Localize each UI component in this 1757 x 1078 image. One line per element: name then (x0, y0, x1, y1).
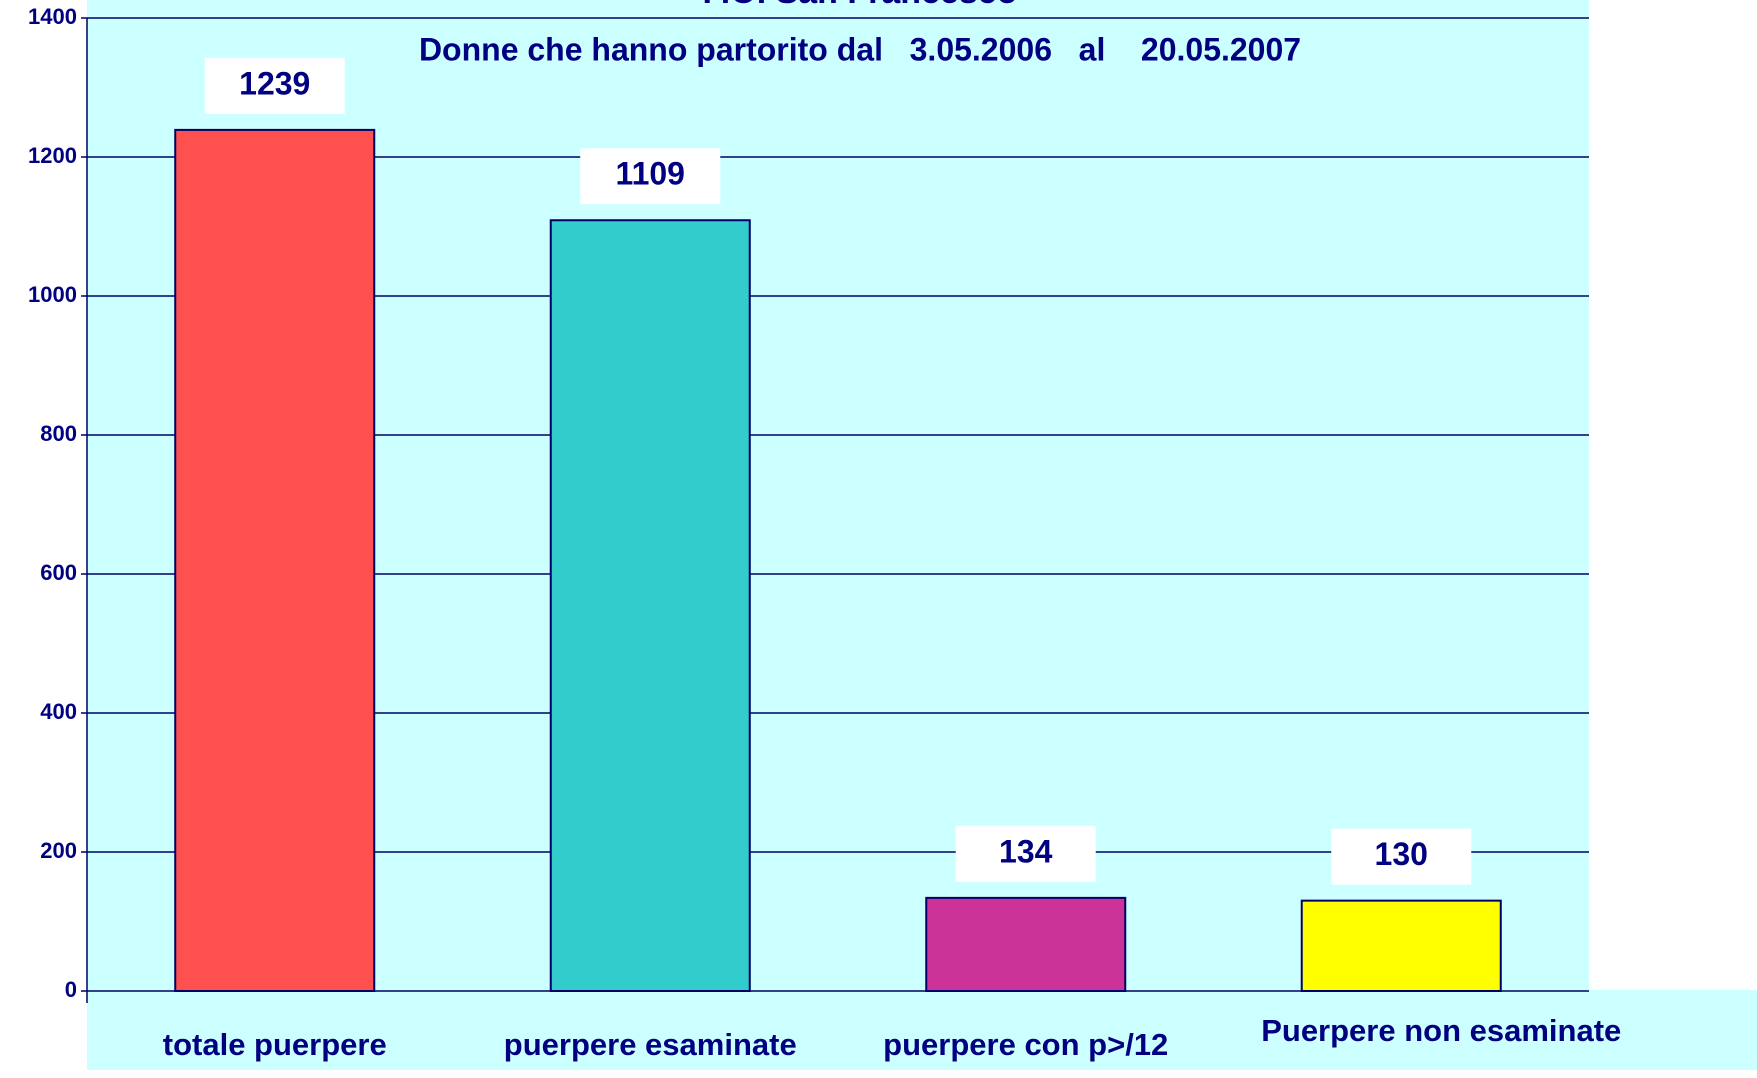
y-tick-label: 200 (40, 838, 77, 863)
bar (549, 219, 751, 992)
value-label: 1109 (616, 156, 685, 192)
bar (1300, 899, 1502, 993)
y-tick-label: 1200 (28, 143, 77, 168)
bar (174, 128, 376, 992)
chart-subtitle: Donne che hanno partorito dal 3.05.2006 … (419, 31, 1301, 67)
value-label: 130 (1375, 836, 1428, 872)
x-tick-label: totale puerpere (163, 1027, 387, 1062)
x-tick-label: puerpere con p>/12 (883, 1027, 1168, 1062)
value-label-box (580, 148, 721, 205)
y-tick-label: 0 (65, 977, 77, 1002)
value-label: 1239 (239, 65, 310, 101)
bar (925, 896, 1127, 992)
value-label-box (204, 57, 345, 114)
value-label: 134 (999, 833, 1053, 869)
x-tick-label: Puerpere non esaminate (1261, 1013, 1621, 1048)
y-tick-label: 1000 (28, 282, 77, 307)
y-tick-label: 1400 (28, 4, 77, 29)
label-background (1589, 990, 1757, 1070)
value-label-box (1331, 828, 1472, 885)
y-tick-label: 600 (40, 560, 77, 585)
value-label-box (955, 825, 1096, 882)
chart-title: P.O. San Francesco (703, 0, 1018, 11)
y-tick-label: 800 (40, 421, 77, 446)
y-tick-label: 400 (40, 699, 77, 724)
x-tick-label: puerpere esaminate (504, 1027, 797, 1062)
